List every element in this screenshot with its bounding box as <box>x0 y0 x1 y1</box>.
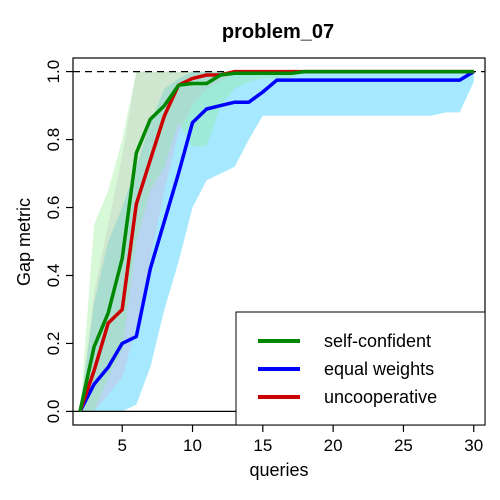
x-axis-ticks: 5 10 15 20 25 30 <box>117 425 483 455</box>
x-tick-label: 15 <box>253 436 272 455</box>
series-lines <box>78 69 475 413</box>
y-axis-label: Gap metric <box>14 198 34 286</box>
x-tick-label: 25 <box>394 436 413 455</box>
legend-label-self-confident: self-confident <box>324 331 431 351</box>
series-line-self-confident <box>78 69 474 412</box>
x-tick-label: 30 <box>464 436 483 455</box>
x-tick-label: 5 <box>117 436 126 455</box>
y-tick-label: 0.6 <box>44 196 63 220</box>
legend: self-confident equal weights uncooperative <box>235 311 486 426</box>
x-tick-label: 10 <box>183 436 202 455</box>
y-tick-label: 0.8 <box>44 128 63 152</box>
y-tick-label: 0.0 <box>44 400 63 424</box>
y-tick-label: 1.0 <box>44 60 63 84</box>
chart-title: problem_07 <box>222 21 334 43</box>
band-uncooperative <box>80 71 474 412</box>
legend-label-equal-weights: equal weights <box>324 359 434 379</box>
confidence-bands <box>80 71 474 412</box>
x-tick-label: 20 <box>324 436 343 455</box>
legend-label-uncooperative: uncooperative <box>324 387 437 407</box>
y-tick-label: 0.4 <box>44 264 63 288</box>
series-line-equal-weights <box>78 70 475 413</box>
band-equal-weights <box>80 71 474 412</box>
y-axis-ticks: 0.0 0.2 0.4 0.6 0.8 1.0 <box>44 60 73 423</box>
x-axis-label: queries <box>249 460 308 480</box>
y-tick-label: 0.2 <box>44 332 63 356</box>
